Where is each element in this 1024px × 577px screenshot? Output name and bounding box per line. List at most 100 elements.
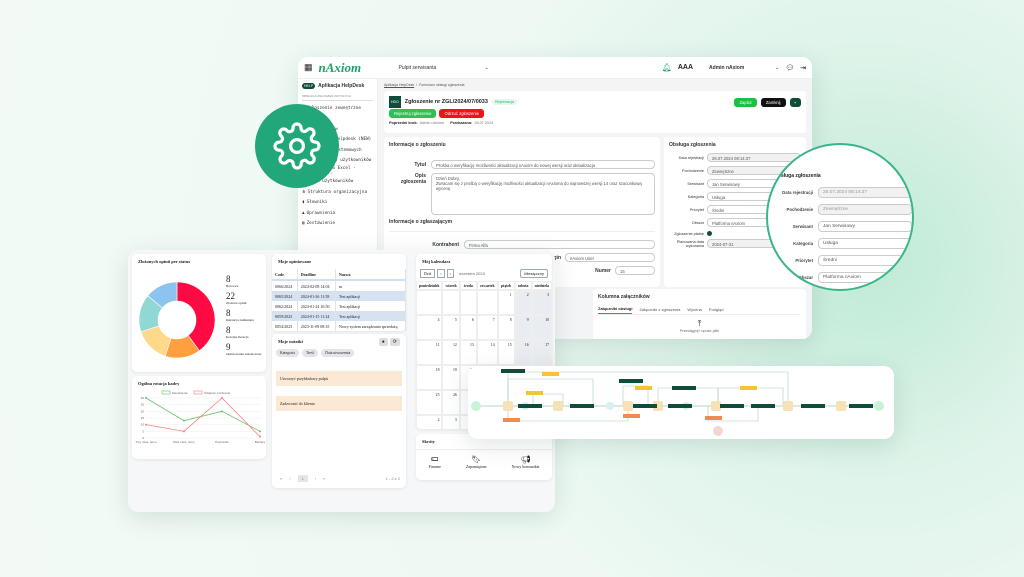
task-node[interactable] [553, 401, 563, 411]
next-page-button[interactable]: › [314, 476, 317, 481]
attachment-tab[interactable]: Załączniki z zgłoszenia [639, 306, 681, 312]
prev-page-button[interactable]: ‹ [289, 476, 291, 481]
donut-slice[interactable] [176, 281, 216, 352]
calendar-day[interactable]: 7 [476, 315, 498, 340]
paid-toggle[interactable] [707, 231, 712, 236]
note-filter-chip[interactable]: Kategoria [276, 349, 299, 357]
calendar-day[interactable]: 26 [442, 390, 460, 415]
calendar-day[interactable]: 13 [459, 340, 477, 365]
data-point[interactable] [183, 430, 185, 433]
calendar-day[interactable]: 9 [514, 315, 532, 340]
note-item[interactable]: Zadzwonić do klienta [276, 396, 402, 411]
calendar-day[interactable]: 8 [497, 315, 515, 340]
phone-field[interactable]: 15 [615, 266, 655, 275]
calendar-day[interactable]: 17 [531, 340, 552, 365]
calendar-day[interactable]: 2 [514, 290, 532, 315]
calendar-day[interactable] [476, 290, 498, 315]
table-row[interactable]: 0066/2024 2024-02-08 14:04 m [272, 280, 407, 291]
attachment-tab[interactable]: Załączniki obsługi [598, 304, 633, 314]
calendar-day[interactable]: 15 [497, 340, 515, 365]
task-node[interactable] [653, 401, 663, 411]
field-input[interactable]: Usługa [818, 238, 912, 249]
view-select[interactable]: Miesięczny [520, 269, 548, 278]
column-header[interactable]: Nazwa [335, 269, 407, 280]
task-node[interactable] [623, 401, 633, 411]
attachment-tab[interactable]: Podgląd [708, 306, 724, 312]
data-point[interactable] [221, 410, 223, 413]
apps-grid-icon[interactable]: ▦ [304, 62, 313, 72]
desc-field[interactable]: Dzień Dobry, Zwracam się z prośbą o weryf… [431, 173, 655, 215]
current-page[interactable]: 1 [297, 475, 308, 482]
field-input[interactable]: Platforma nAxiom [818, 272, 912, 283]
table-row[interactable]: 0054/2023 2023-11-09 08:35 Nowy system zar… [272, 321, 407, 331]
save-button[interactable]: Zapisz [734, 97, 757, 107]
calendar-day[interactable]: 6 [459, 315, 477, 340]
calendar-day[interactable]: 25 [416, 390, 443, 415]
gateway-node[interactable] [606, 402, 614, 410]
calendar-day[interactable]: 1 [497, 290, 515, 315]
calendar-day[interactable]: 3 [531, 290, 552, 315]
attachment-tab[interactable]: Wycena [687, 306, 702, 312]
calendar-day[interactable]: 14 [476, 340, 498, 365]
sidebar-item[interactable]: ♟ Uprawnienia [302, 208, 373, 219]
calendar-day[interactable]: 10 [531, 315, 552, 340]
comment-button[interactable]: ▪ [789, 97, 801, 107]
calendar-day[interactable]: 4 [416, 315, 443, 340]
login-field[interactable]: nAxiom User [565, 253, 655, 262]
data-point[interactable] [259, 430, 261, 433]
user-menu[interactable]: Admin nAxiom [709, 64, 745, 71]
task-node[interactable] [503, 401, 513, 411]
reject-button[interactable]: Odrzuć zgłoszenie [439, 109, 484, 118]
calendar-day[interactable] [442, 290, 460, 315]
register-button[interactable]: Rejestruj zgłoszenie [389, 109, 437, 118]
task-node[interactable] [783, 401, 793, 411]
task-node[interactable] [836, 401, 846, 411]
calendar-day[interactable] [416, 290, 443, 315]
today-button[interactable]: Dziś [420, 269, 436, 278]
field-input[interactable]: 26.07.2024 08:14:37 [707, 153, 801, 162]
field-input[interactable]: Zewnętrzne [818, 204, 912, 215]
table-row[interactable]: 0062/2024 2024-01-24 16:50 Test aplikacji [272, 301, 407, 311]
dashboard-select[interactable]: Pulpit serwisanta [398, 64, 437, 71]
field-input[interactable]: Jan Serwisowy [818, 221, 912, 232]
note-filter-chip[interactable]: Treść [301, 349, 319, 357]
calendar-day[interactable]: 19 [442, 365, 460, 390]
logout-icon[interactable]: ⇥ [800, 64, 806, 72]
font-size-toggle[interactable]: AAA [677, 64, 694, 71]
calendar-day[interactable]: 5 [442, 315, 460, 340]
dropzone[interactable]: Przeciągnij i upuść pliki [679, 329, 720, 333]
title-field[interactable]: Prośba o weryfikację możliwości aktualiz… [431, 160, 655, 169]
data-point[interactable] [259, 435, 261, 438]
prev-month-button[interactable]: ‹ [437, 269, 445, 278]
field-input[interactable]: Średni [818, 255, 912, 266]
donut-slice[interactable] [147, 281, 178, 309]
info-button[interactable]: ● [378, 337, 388, 346]
column-header[interactable]: Code [272, 269, 298, 280]
field-input[interactable]: 26.07.2024 08:14:37 [818, 187, 912, 198]
last-page-button[interactable]: » [323, 476, 326, 481]
calendar-day[interactable]: 18 [416, 365, 443, 390]
task-node[interactable] [711, 401, 721, 411]
column-header[interactable]: Deadline [297, 269, 336, 280]
refresh-button[interactable]: ⟳ [389, 337, 400, 346]
calendar-day[interactable]: 3 [442, 415, 460, 429]
calendar-day[interactable]: 12 [442, 340, 460, 365]
chat-icon[interactable]: 💬︎ [785, 64, 795, 72]
calendar-day[interactable]: 16 [514, 340, 532, 365]
next-month-button[interactable]: › [446, 269, 455, 278]
note-item[interactable]: Utworzyć przykładowy pulpit [276, 371, 402, 386]
sidebar-item[interactable]: ⋔ Struktura organizacyjna [302, 187, 373, 198]
table-row[interactable]: 0059/2023 2024-01-15 11:24 Test aplikacji [272, 311, 407, 321]
note-filter-chip[interactable]: Data utworzenia [321, 349, 355, 357]
calendar-day[interactable] [459, 290, 477, 315]
shortcut-bookmark[interactable]: 🔖︎ Zapamiętane [465, 454, 487, 469]
shortcut-money[interactable]: 💵︎ Finanse [428, 454, 441, 469]
first-page-button[interactable]: « [280, 476, 283, 481]
contractor-select[interactable]: Firma Alfa [464, 240, 655, 249]
close-button[interactable]: Zamknij [760, 97, 786, 107]
shortcut-megaphone[interactable]: 📢︎ Nowy komunikat [511, 454, 540, 469]
data-point[interactable] [183, 419, 185, 422]
table-row[interactable]: 0065/2024 2024-01-26 11:58 Test aplikacji [272, 291, 407, 301]
sidebar-item[interactable]: ▮ Słowniki [302, 198, 373, 209]
calendar-day[interactable]: 11 [416, 340, 443, 365]
